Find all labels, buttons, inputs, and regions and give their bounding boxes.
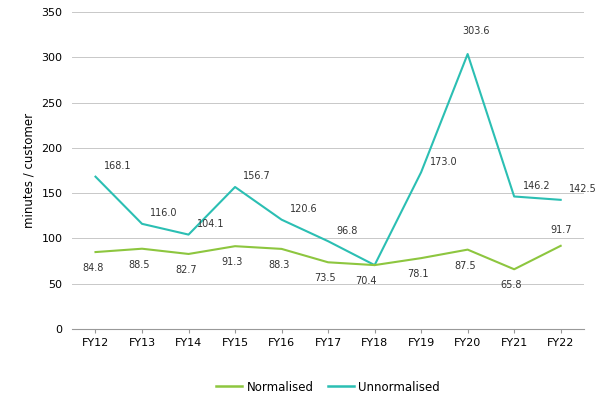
Text: 104.1: 104.1 <box>197 219 225 229</box>
Text: 303.6: 303.6 <box>462 26 490 36</box>
Text: 78.1: 78.1 <box>408 269 429 279</box>
Y-axis label: minutes / customer: minutes / customer <box>23 113 36 228</box>
Text: 173.0: 173.0 <box>429 157 457 167</box>
Text: 65.8: 65.8 <box>501 280 522 290</box>
Text: 87.5: 87.5 <box>454 261 476 271</box>
Text: 168.1: 168.1 <box>104 161 131 171</box>
Text: 96.8: 96.8 <box>337 226 358 236</box>
Text: 73.5: 73.5 <box>314 273 336 284</box>
Text: 84.8: 84.8 <box>82 263 104 273</box>
Text: 82.7: 82.7 <box>175 265 197 275</box>
Text: 146.2: 146.2 <box>523 181 550 191</box>
Text: 88.3: 88.3 <box>268 260 290 270</box>
Text: 88.5: 88.5 <box>128 260 150 270</box>
Text: 142.5: 142.5 <box>569 184 597 194</box>
Text: 116.0: 116.0 <box>150 208 178 218</box>
Text: 156.7: 156.7 <box>243 172 271 181</box>
Text: 91.7: 91.7 <box>550 225 571 235</box>
Text: 120.6: 120.6 <box>290 204 317 214</box>
Text: 91.3: 91.3 <box>222 257 243 267</box>
Text: 70.4: 70.4 <box>356 276 377 286</box>
Legend: Normalised, Unnormalised: Normalised, Unnormalised <box>211 376 445 398</box>
